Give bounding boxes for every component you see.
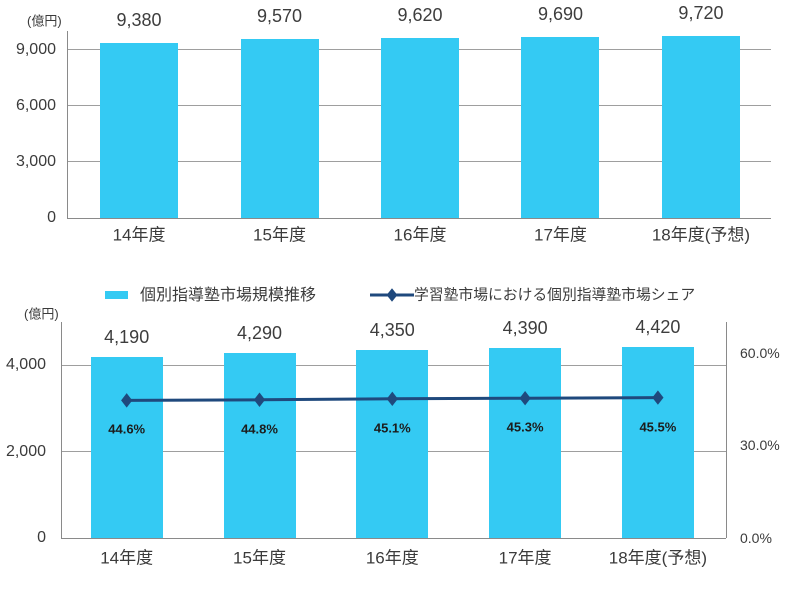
y-tick-label: 3,000 xyxy=(15,152,56,170)
line-value-label: 44.8% xyxy=(241,421,278,437)
right-y-tick-label: 60.0% xyxy=(740,344,780,361)
right-y-tick-label: 30.0% xyxy=(740,437,780,454)
line-value-label: 45.5% xyxy=(639,419,677,435)
bar xyxy=(100,42,179,219)
bar xyxy=(356,350,429,538)
bar-value-label: 9,620 xyxy=(397,5,443,26)
bar-value-label: 4,420 xyxy=(635,317,681,338)
x-tick-label: 14年度 xyxy=(112,225,166,245)
bar-value-label: 9,720 xyxy=(678,3,724,24)
bar xyxy=(90,356,163,538)
bar-value-label: 4,190 xyxy=(104,326,150,347)
x-tick-label: 17年度 xyxy=(534,225,587,245)
bar xyxy=(240,39,319,219)
legend-line-diamond-icon xyxy=(386,288,398,302)
bar xyxy=(223,352,296,538)
y-axis-line xyxy=(67,31,69,219)
bar xyxy=(521,36,600,219)
x-tick-label: 18年度(予想) xyxy=(608,548,708,568)
x-tick-label: 16年度 xyxy=(393,225,447,245)
legend-label-line-series: 学習塾市場における個別指導塾市場シェア xyxy=(414,287,696,304)
line-value-label: 44.6% xyxy=(108,421,146,437)
bar-value-label: 9,690 xyxy=(537,3,583,24)
x-axis-line xyxy=(67,218,772,220)
x-tick-label: 16年度 xyxy=(365,548,419,568)
bar xyxy=(381,38,459,219)
right-y-tick-label: 0.0% xyxy=(740,530,772,546)
legend-bar-swatch-icon xyxy=(105,291,128,299)
y-tick-label: 4,000 xyxy=(5,356,46,374)
legend-label-bar-series: 個別指導塾市場規模推移 xyxy=(140,287,317,304)
line-value-label: 45.1% xyxy=(373,420,411,436)
legend-line-swatch-icon xyxy=(370,288,414,302)
y-axis-line xyxy=(61,322,63,538)
y-tick-label: 6,000 xyxy=(15,96,56,114)
y-tick-label: 0 xyxy=(37,529,46,546)
y-tick-label: 0 xyxy=(47,209,56,226)
bar xyxy=(661,36,740,219)
bar-value-label: 4,390 xyxy=(502,318,548,339)
right-y-axis-line xyxy=(725,322,727,538)
bar-value-label: 9,380 xyxy=(116,9,162,30)
y-tick-label: 2,000 xyxy=(5,442,46,460)
y-tick-label: 9,000 xyxy=(15,40,56,58)
bar-value-label: 9,570 xyxy=(256,6,303,27)
bar-value-label: 4,290 xyxy=(236,322,283,343)
x-tick-label: 14年度 xyxy=(100,548,154,568)
axis-unit-label: (億円) xyxy=(24,306,59,322)
x-axis-line xyxy=(61,538,726,539)
x-tick-label: 17年度 xyxy=(498,548,552,568)
x-tick-label: 15年度 xyxy=(253,225,306,245)
x-tick-label: 18年度(予想) xyxy=(651,225,751,245)
bar-value-label: 4,350 xyxy=(369,320,415,341)
x-tick-label: 15年度 xyxy=(233,548,286,568)
axis-unit-label: (億円) xyxy=(27,13,62,29)
line-value-label: 45.3% xyxy=(506,419,544,435)
bar xyxy=(621,347,694,538)
bar xyxy=(489,348,562,538)
